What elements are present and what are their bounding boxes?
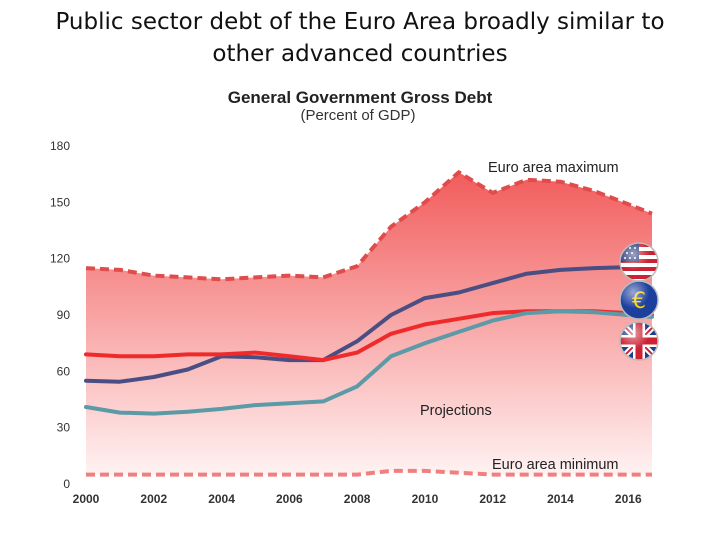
y-tick-label: 60 [57, 364, 71, 378]
x-tick-label: 2002 [140, 492, 167, 506]
x-tick-label: 2008 [344, 492, 371, 506]
uk-flag-icon [619, 321, 659, 361]
x-tick-label: 2016 [615, 492, 642, 506]
euro-area-maximum-label: Euro area maximum [488, 160, 619, 176]
y-tick-label: 150 [50, 195, 70, 209]
euro-area-min-line [86, 468, 652, 477]
us-flag-icon [619, 242, 659, 282]
euro-area-minimum-label: Euro area minimum [492, 457, 619, 473]
x-axis: 2000 2002 2004 2006 2008 2010 2012 2014 2016 [73, 492, 642, 506]
chart-title: General Government Gross Debt [228, 88, 493, 107]
x-tick-label: 2014 [547, 492, 574, 506]
y-tick-label: 90 [57, 308, 71, 322]
y-tick-label: 0 [63, 477, 70, 491]
slide-title: Public sector debt of the Euro Area broa… [55, 9, 665, 67]
series-line-2 [84, 309, 654, 416]
x-tick-label: 2010 [412, 492, 439, 506]
y-tick-label: 30 [57, 421, 71, 435]
y-tick-label: 180 [50, 139, 70, 153]
x-tick-label: 2012 [479, 492, 506, 506]
x-tick-label: 2006 [276, 492, 303, 506]
chart-subtitle: (Percent of GDP) [300, 107, 415, 124]
x-tick-label: 2004 [208, 492, 235, 506]
series-line-0 [84, 265, 654, 384]
y-tick-label: 120 [50, 252, 70, 266]
x-tick-label: 2000 [73, 492, 100, 506]
euro-area-range-band [85, 169, 653, 477]
projections-label: Projections [420, 403, 492, 419]
y-axis: 0 30 60 90 120 150 180 [50, 139, 70, 491]
euro-area-max-line [85, 169, 653, 282]
band-area [86, 172, 652, 475]
euro-flag-icon: € [619, 280, 659, 320]
series-lines [84, 265, 654, 416]
